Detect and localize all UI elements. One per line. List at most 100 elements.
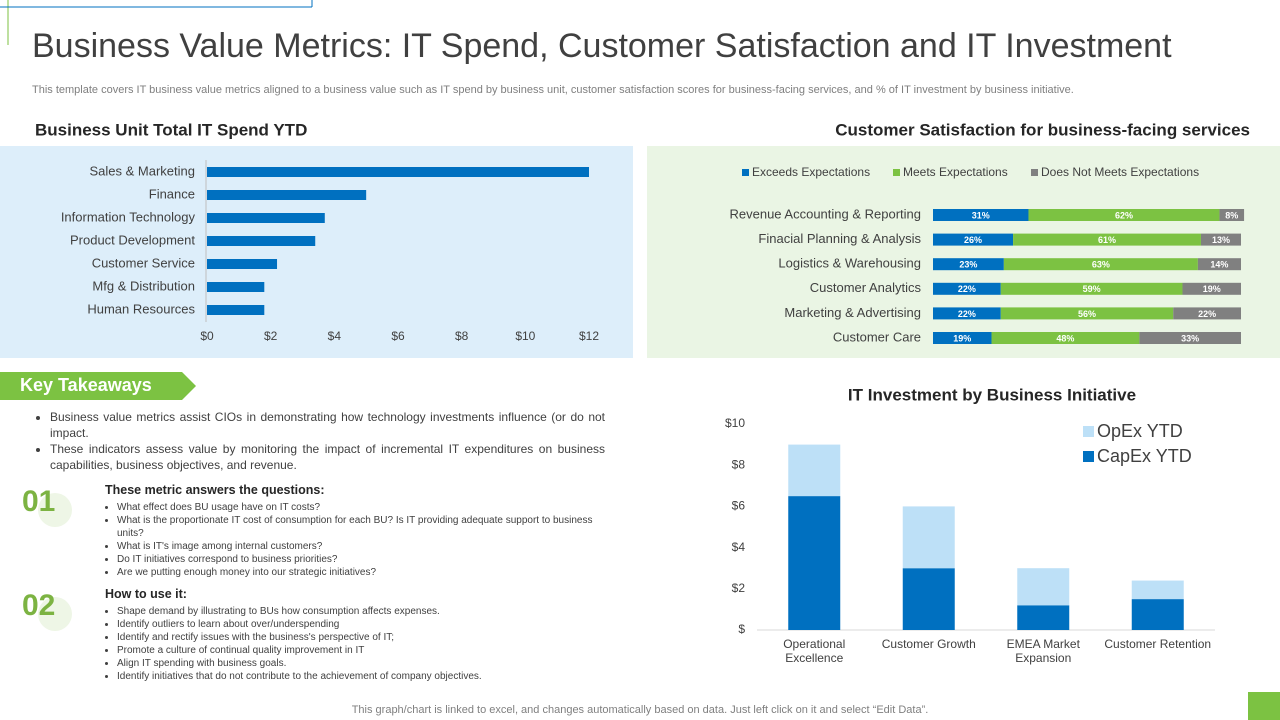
section-item: What is the proportionate IT cost of con… (117, 514, 602, 540)
y-tick-label: $8 (732, 457, 746, 471)
y-tick-label: Information Technology (61, 209, 196, 224)
number-circle (38, 493, 72, 527)
bar-segment (902, 568, 955, 630)
bar-segment (1013, 233, 1201, 246)
bar (207, 213, 325, 223)
takeaways-heading: Key Takeaways (20, 375, 152, 395)
data-label: 56% (1078, 309, 1096, 319)
satisfaction-panel (647, 146, 1280, 358)
legend-swatch (1083, 451, 1094, 462)
y-tick-label: Customer Analytics (810, 280, 922, 295)
bar-segment (1200, 233, 1241, 246)
data-label: 22% (958, 309, 976, 319)
y-tick-label: Sales & Marketing (90, 163, 196, 178)
legend-label: Exceeds Expectations (752, 165, 870, 179)
bar-segment (991, 332, 1140, 344)
y-tick-label: $6 (732, 499, 746, 513)
subtitle: This template covers IT business value m… (32, 84, 1074, 96)
legend-swatch (742, 169, 749, 176)
takeaways-banner (0, 372, 196, 400)
y-tick-label: Customer Care (833, 329, 921, 344)
bar-segment (1173, 307, 1241, 320)
data-label: 8% (1225, 210, 1238, 220)
bar-segment (933, 209, 1029, 221)
y-tick-label: $ (738, 622, 745, 636)
data-label: 14% (1210, 260, 1228, 270)
data-label: 13% (1212, 235, 1230, 245)
x-tick-label: $6 (391, 329, 405, 343)
y-tick-label: Mfg & Distribution (92, 278, 195, 293)
x-tick-label: $2 (264, 329, 278, 343)
section-item: Shape demand by illustrating to BUs how … (117, 605, 602, 618)
bar-segment (1182, 282, 1241, 295)
bar-segment (1139, 332, 1241, 344)
bar-segment (1003, 258, 1198, 271)
spend-panel (0, 146, 633, 358)
x-tick-label: Customer Growth (881, 637, 976, 651)
takeaway-bullet: These indicators assess value by monitor… (50, 441, 605, 473)
takeaway-bullet: Business value metrics assist CIOs in de… (50, 409, 605, 441)
section-items: What effect does BU usage have on IT cos… (100, 501, 602, 579)
bar-segment (933, 332, 992, 344)
legend-swatch (1031, 169, 1038, 176)
y-tick-label: Finance (149, 186, 195, 201)
corner-square (1248, 692, 1280, 720)
bar-segment (902, 506, 955, 569)
bar-segment (933, 233, 1014, 246)
x-tick-label: EMEA Market Expansion (1006, 637, 1080, 665)
section-number: 02 (22, 589, 56, 622)
bar-segment (1017, 605, 1070, 630)
y-tick-label: Human Resources (87, 301, 195, 316)
bar-segment (933, 258, 1004, 271)
section-item: Identify and rectify issues with the bus… (117, 631, 602, 644)
data-label: 22% (958, 284, 976, 294)
bar (207, 167, 589, 177)
section-item: Do IT initiatives correspond to business… (117, 553, 602, 566)
bar (207, 190, 367, 200)
section-item: Are we putting enough money into our str… (117, 566, 602, 579)
data-label: 23% (959, 260, 977, 270)
bar-segment (1197, 258, 1241, 271)
bar (207, 282, 265, 292)
y-tick-label: Product Development (70, 232, 195, 247)
legend-label: Does Not Meets Expectations (1041, 165, 1199, 179)
legend-swatch (893, 169, 900, 176)
data-label: 61% (1098, 235, 1116, 245)
legend-swatch (1083, 426, 1094, 437)
y-tick-label: $2 (732, 581, 746, 595)
bar-segment (1219, 209, 1245, 221)
section-items: Shape demand by illustrating to BUs how … (100, 605, 602, 683)
bar-segment (933, 307, 1001, 320)
legend-label: CapEx YTD (1097, 446, 1192, 466)
chart-title: Customer Satisfaction for business-facin… (835, 120, 1250, 139)
data-label: 62% (1115, 210, 1133, 220)
x-tick-label: $10 (515, 329, 535, 343)
y-tick-label: Revenue Accounting & Reporting (729, 206, 921, 221)
bar-segment (1000, 307, 1174, 320)
legend-label: OpEx YTD (1097, 421, 1183, 441)
bar-segment (1131, 580, 1184, 600)
data-label: 48% (1056, 333, 1074, 343)
section-item: Promote a culture of continual quality i… (117, 644, 602, 657)
section-item: Identify initiatives that do not contrib… (117, 670, 602, 683)
y-tick-label: Finacial Planning & Analysis (758, 231, 921, 246)
section-item: What effect does BU usage have on IT cos… (117, 501, 602, 514)
data-label: 19% (1203, 284, 1221, 294)
section-heading: These metric answers the questions: (105, 483, 325, 497)
data-label: 19% (953, 333, 971, 343)
y-tick-label: $4 (732, 540, 746, 554)
x-tick-label: $12 (579, 329, 599, 343)
section-number: 01 (22, 485, 56, 518)
slide-title: Business Value Metrics: IT Spend, Custom… (32, 27, 1172, 65)
y-tick-label: Marketing & Advertising (784, 305, 921, 320)
chart-title: IT Investment by Business Initiative (848, 385, 1136, 404)
data-label: 22% (1198, 309, 1216, 319)
data-label: 59% (1083, 284, 1101, 294)
section-item: Align IT spending with business goals. (117, 657, 602, 670)
bar-segment (1000, 282, 1183, 295)
number-circle (38, 597, 72, 631)
data-label: 63% (1092, 260, 1110, 270)
bar (207, 305, 265, 315)
